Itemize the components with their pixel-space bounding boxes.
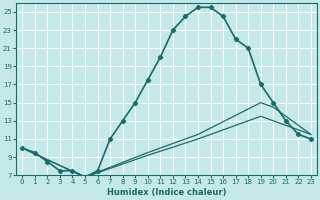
X-axis label: Humidex (Indice chaleur): Humidex (Indice chaleur) xyxy=(107,188,226,197)
